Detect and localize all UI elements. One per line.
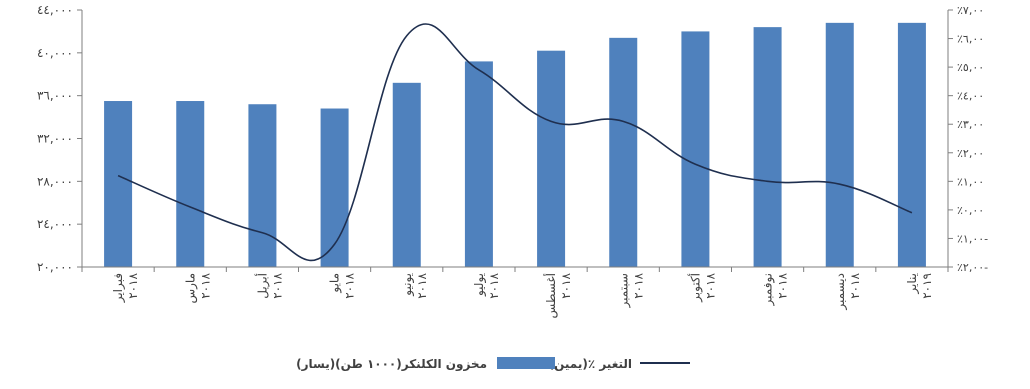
legend: التغير ٪(يمين) مخزون الكلنكر(١٠٠٠ طن)(يسا… [296, 357, 690, 372]
left-tick-label: ٣٦,٠٠٠ [37, 89, 73, 103]
legend-line-label: التغير ٪(يمين) [549, 357, 632, 371]
x-tick-label: سبتمبر٢٠١٨ [616, 272, 645, 308]
x-tick-label: يونيو٢٠١٨ [400, 272, 429, 298]
bar [609, 38, 637, 267]
left-tick-label: ٢٤,٠٠٠ [37, 217, 73, 231]
bars-layer [104, 23, 926, 267]
right-tick-label: ٪١,٠٠- [957, 232, 988, 245]
left-tick-label: ٤٤,٠٠٠ [37, 3, 73, 17]
x-tick-label: مايو٢٠١٨ [328, 272, 357, 298]
right-tick-label: ٪٧,٠٠ [957, 4, 984, 17]
bar [898, 23, 926, 267]
right-tick-label: ٪٠,٠٠ [957, 204, 984, 217]
x-tick-label: فبراير٢٠١٨ [111, 272, 140, 303]
right-tick-label: ٪٢,٠٠ [957, 147, 984, 160]
right-tick-label: ٪٤,٠٠ [957, 90, 984, 103]
x-tick-label: مارس٢٠١٨ [183, 272, 212, 303]
bar [465, 61, 493, 267]
bar [537, 51, 565, 267]
right-tick-label: ٪١,٠٠ [957, 175, 984, 188]
bar [248, 104, 276, 267]
x-tick-label: نوفمبر٢٠١٨ [761, 272, 790, 306]
left-tick-label: ٤٠,٠٠٠ [37, 46, 73, 60]
line-series-path [118, 24, 912, 261]
left-tick-label: ٢٠,٠٠٠ [37, 260, 73, 274]
legend-bar-label: مخزون الكلنكر(١٠٠٠ طن)(يسار) [296, 357, 487, 372]
bar [393, 83, 421, 267]
bar [754, 27, 782, 267]
left-tick-label: ٣٢,٠٠٠ [37, 132, 73, 146]
x-tick-label: أبريل٢٠١٨ [254, 272, 284, 298]
x-tick-label: أكتوبر٢٠١٨ [687, 272, 717, 302]
x-tick-label: يناير٢٠١٩ [905, 273, 934, 299]
x-tick-label: يوليو٢٠١٨ [472, 272, 501, 298]
right-tick-label: ٪٣,٠٠ [957, 118, 984, 131]
bar [681, 31, 709, 267]
x-tick-label: أغسطس٢٠١٨ [543, 272, 573, 318]
bar [176, 101, 204, 267]
line-layer [118, 24, 912, 261]
bar [104, 101, 132, 267]
x-tick-label: ديسمبر٢٠١٨ [833, 272, 862, 310]
left-tick-label: ٢٨,٠٠٠ [37, 174, 73, 188]
right-tick-label: ٪٦,٠٠ [957, 33, 984, 46]
right-tick-label: ٪٥,٠٠ [957, 61, 984, 74]
right-tick-label: ٪٢,٠٠- [957, 261, 988, 274]
bar [826, 23, 854, 267]
legend-bar-swatch [497, 357, 555, 369]
